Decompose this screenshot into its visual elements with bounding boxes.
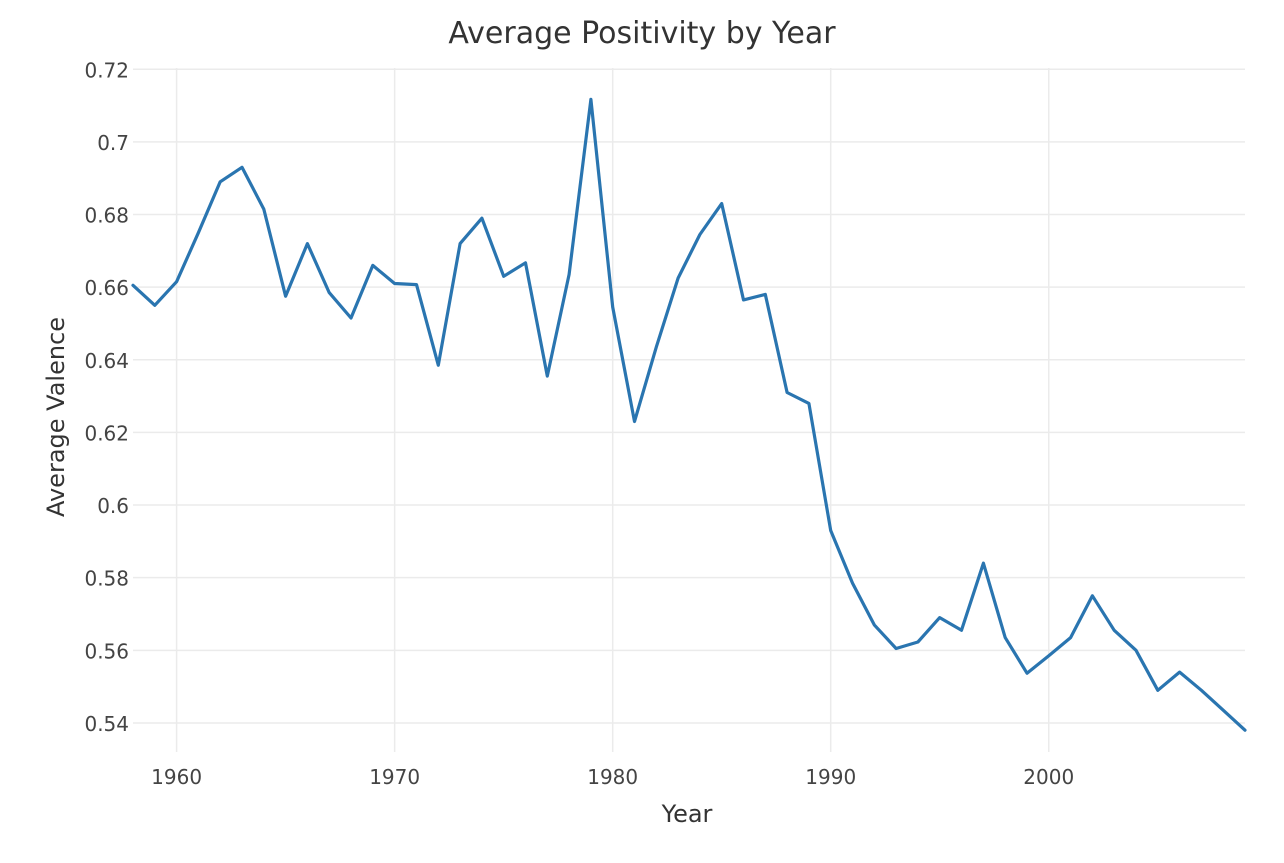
x-axis-label: Year bbox=[661, 800, 713, 828]
x-tick-label: 1960 bbox=[151, 765, 202, 789]
y-tick-label: 0.54 bbox=[84, 712, 129, 736]
series-line bbox=[131, 97, 1247, 732]
y-axis-label: Average Valence bbox=[42, 316, 70, 518]
y-tick-label: 0.62 bbox=[84, 421, 129, 445]
x-tick-label: 1970 bbox=[369, 765, 420, 789]
y-tick-label: 0.56 bbox=[84, 639, 129, 663]
y-tick-label: 0.7 bbox=[97, 131, 129, 155]
y-tick-label: 0.68 bbox=[84, 204, 129, 228]
y-tick-label: 0.58 bbox=[84, 567, 129, 591]
x-tick-label: 1980 bbox=[587, 765, 638, 789]
y-tick-label: 0.72 bbox=[84, 58, 129, 82]
y-tick-label: 0.64 bbox=[84, 349, 129, 373]
y-tick-label: 0.66 bbox=[84, 276, 129, 300]
y-tick-label: 0.6 bbox=[97, 494, 129, 518]
x-tick-label: 2000 bbox=[1023, 765, 1074, 789]
x-tick-label: 1990 bbox=[805, 765, 856, 789]
chart-title: Average Positivity by Year bbox=[448, 16, 836, 51]
